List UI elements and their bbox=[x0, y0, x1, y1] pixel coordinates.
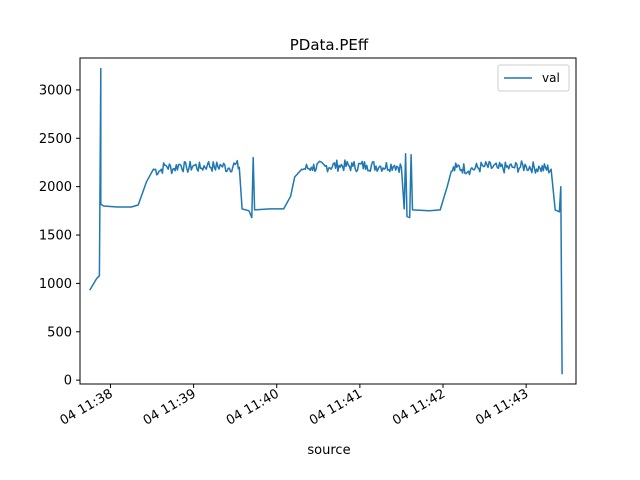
y-tick-label: 1500 bbox=[39, 229, 72, 244]
series-line-val bbox=[89, 67, 563, 375]
y-axis: 0 500 1000 1500 2000 2500 3000 bbox=[39, 83, 80, 389]
plot-frame bbox=[79, 57, 577, 385]
x-axis-label: source bbox=[307, 443, 350, 458]
y-tick-label: 2000 bbox=[39, 180, 72, 195]
legend-label-val: val bbox=[542, 71, 560, 85]
series-layer bbox=[89, 67, 563, 375]
plot-area bbox=[79, 57, 577, 385]
chart-title: PData.PEff bbox=[290, 36, 369, 54]
y-tick-label: 1000 bbox=[39, 277, 72, 292]
legend: val bbox=[497, 64, 570, 92]
y-tick-label: 0 bbox=[64, 374, 72, 389]
y-tick-label: 500 bbox=[47, 325, 72, 340]
y-tick-label: 3000 bbox=[39, 83, 72, 98]
y-tick-label: 2500 bbox=[39, 132, 72, 147]
legend-box bbox=[497, 64, 570, 92]
